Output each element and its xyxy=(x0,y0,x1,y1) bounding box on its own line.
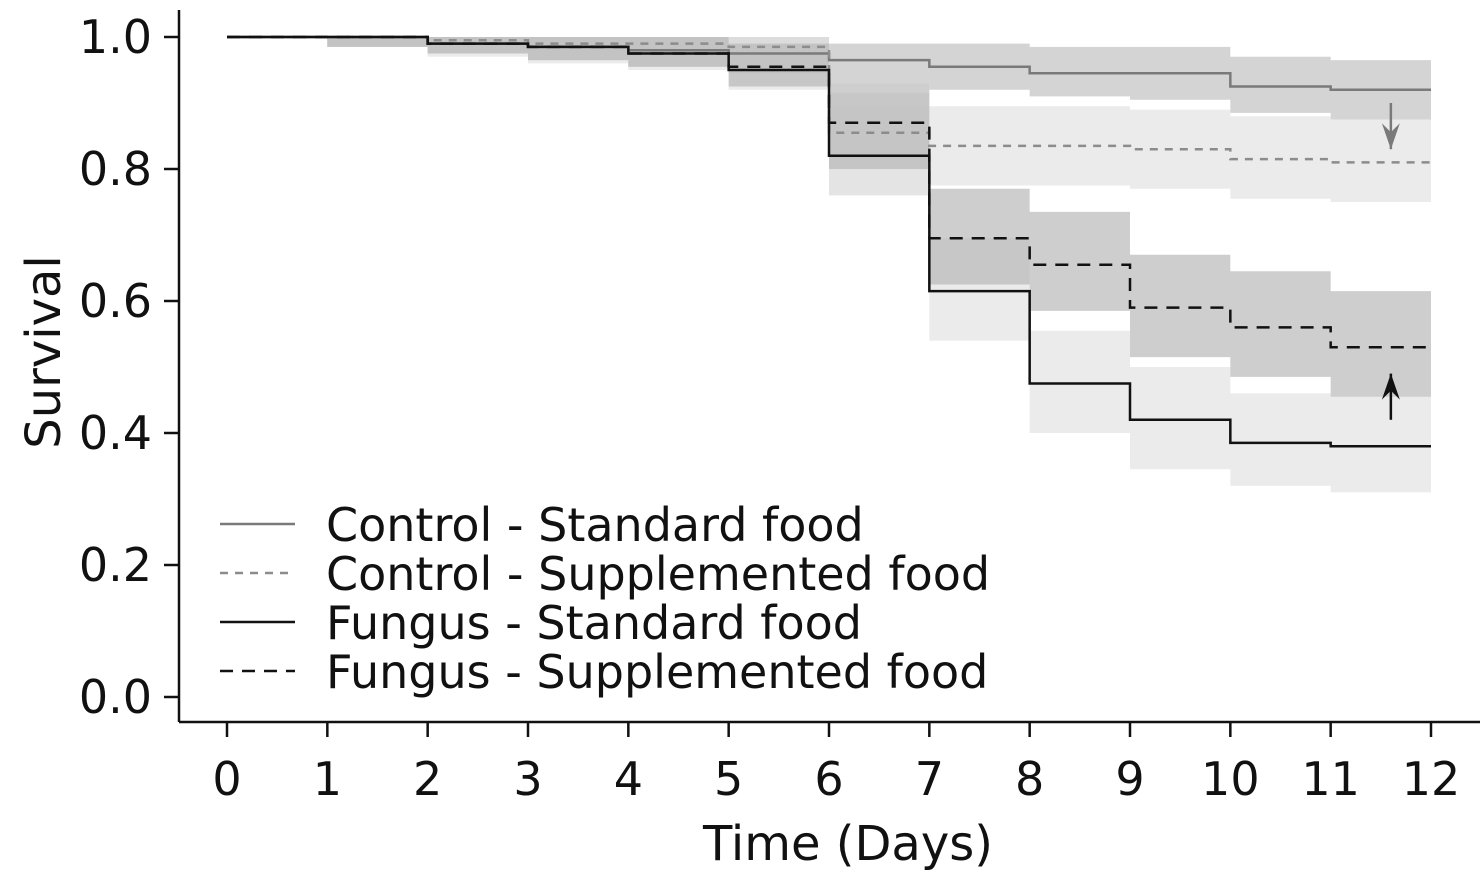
legend-label: Fungus - Supplemented food xyxy=(326,645,988,699)
x-tick-label: 8 xyxy=(1015,752,1044,806)
legend-item: Fungus - Supplemented food xyxy=(220,645,988,699)
y-tick-label: 1.0 xyxy=(79,10,152,64)
axes: 0 1 2 3 4 5 6 7 8 9 10 11 12 0.00.20.40.60.81.0 xyxy=(79,10,1480,806)
arrow-down-icon xyxy=(1381,103,1400,150)
legend-item: Control - Standard food xyxy=(220,498,864,552)
x-tick-label: 3 xyxy=(513,752,542,806)
legend-label: Control - Standard food xyxy=(326,498,864,552)
y-axis-title: Survival xyxy=(16,255,72,449)
x-axis-title: Time (Days) xyxy=(702,816,993,872)
annotations xyxy=(1381,103,1400,420)
y-tick-label: 0.4 xyxy=(79,406,152,460)
x-tick-label: 11 xyxy=(1301,752,1360,806)
y-tick-label: 0.0 xyxy=(79,670,152,724)
series-line-fungus-supplemented-food xyxy=(227,35,1431,349)
x-tick-label: 0 xyxy=(212,752,241,806)
x-tick-label: 10 xyxy=(1201,752,1260,806)
x-tick-label: 12 xyxy=(1402,752,1461,806)
x-tick-label: 4 xyxy=(614,752,643,806)
legend-item: Fungus - Standard food xyxy=(220,596,862,650)
legend-label: Fungus - Standard food xyxy=(326,596,862,650)
y-tick-label: 0.6 xyxy=(79,274,152,328)
arrow-up-icon xyxy=(1381,373,1400,420)
x-tick-label: 2 xyxy=(413,752,442,806)
x-tick-label: 7 xyxy=(915,752,944,806)
legend-label: Control - Supplemented food xyxy=(326,547,990,601)
series-lines xyxy=(227,35,1431,448)
band-fungus-standard-food xyxy=(227,37,1431,493)
x-tick-label: 6 xyxy=(814,752,843,806)
y-ticks: 0.0 0.2 0.4 0.6 0.8 1.0 xyxy=(79,10,179,724)
legend-item: Control - Supplemented food xyxy=(220,547,990,601)
y-tick-label: 0.8 xyxy=(79,142,152,196)
y-tick-label: 0.2 xyxy=(79,538,152,592)
x-tick-label: 9 xyxy=(1115,752,1144,806)
x-ticks: 0 1 2 3 4 5 6 7 8 9 10 11 12 xyxy=(212,722,1460,806)
x-tick-label: 1 xyxy=(313,752,342,806)
x-tick-label: 5 xyxy=(714,752,743,806)
